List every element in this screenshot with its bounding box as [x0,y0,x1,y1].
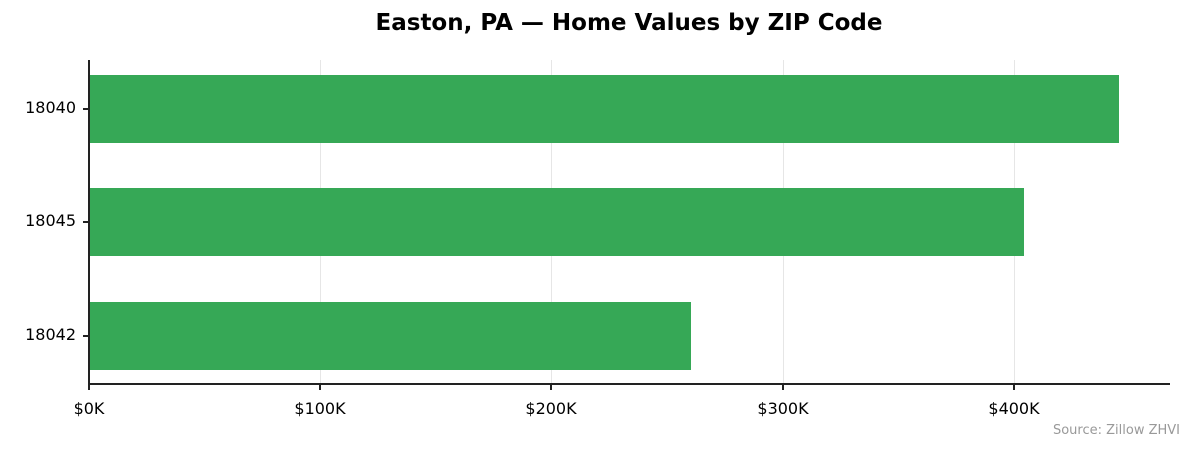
bar-18040 [89,75,1119,143]
y-tick-label: 18042 [25,325,76,344]
y-tick-label: 18045 [25,211,76,230]
chart-title: Easton, PA — Home Values by ZIP Code [375,10,883,36]
y-tick [83,221,89,223]
y-tick [83,108,89,110]
plot-area [89,60,1170,384]
x-tick [1013,384,1015,390]
x-tick-label: $400K [988,399,1040,418]
x-tick-label: $200K [525,399,577,418]
y-axis [88,60,90,385]
x-tick-label: $100K [294,399,346,418]
x-tick [782,384,784,390]
x-axis [88,383,1170,385]
x-tick-label: $300K [757,399,809,418]
x-tick [550,384,552,390]
x-tick [319,384,321,390]
x-tick [88,384,90,390]
y-tick-label: 18040 [25,98,76,117]
bar-18045 [89,188,1024,256]
y-tick [83,335,89,337]
bar-18042 [89,302,691,370]
source-note: Source: Zillow ZHVI [1052,423,1180,438]
x-tick-label: $0K [73,399,105,418]
